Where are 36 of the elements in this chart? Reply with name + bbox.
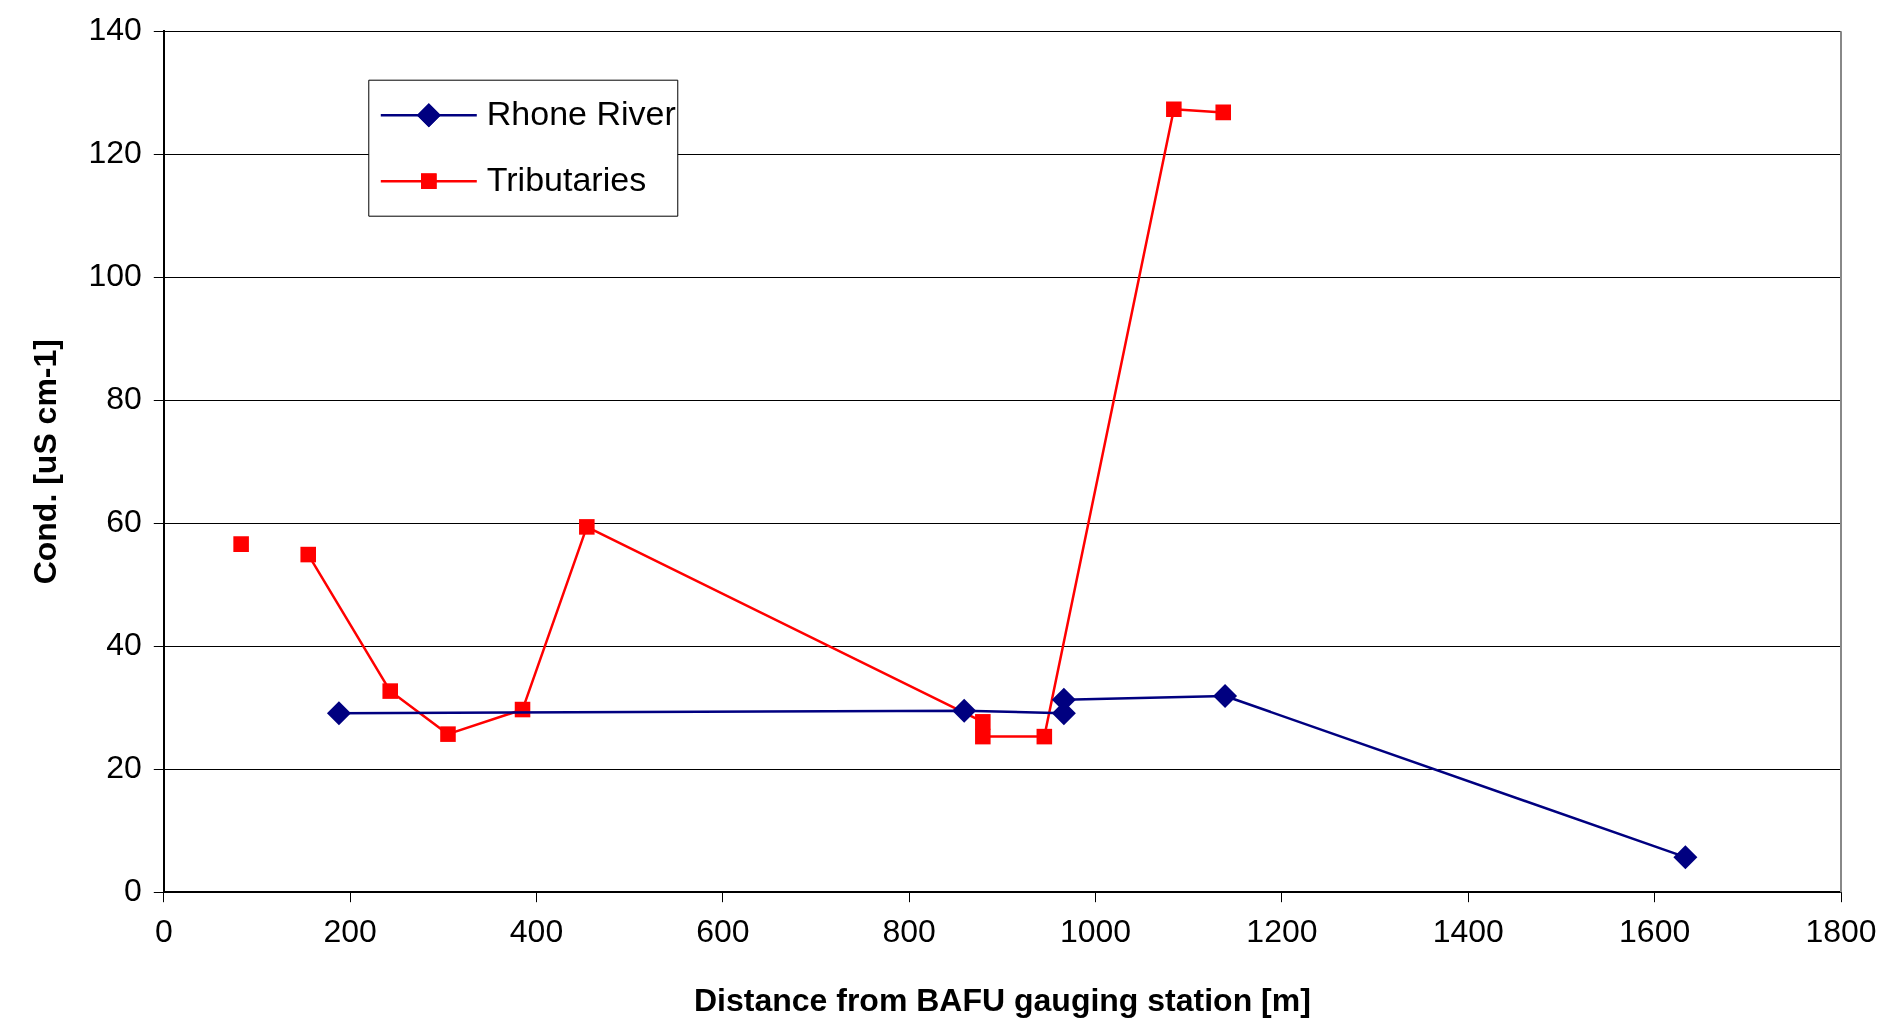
point	[326, 701, 351, 726]
legend-label: Tributaries	[486, 159, 647, 198]
y-tick-label: 140	[88, 11, 142, 48]
point	[1215, 104, 1232, 121]
x-tick-label: 400	[509, 913, 564, 950]
y-tick-label: 100	[88, 257, 142, 294]
point	[300, 546, 316, 563]
point	[1166, 101, 1182, 118]
legend-label: Rhone River	[486, 93, 676, 132]
y-tick-label: 0	[123, 872, 142, 909]
point	[952, 698, 977, 723]
point	[382, 683, 398, 699]
point	[1036, 728, 1053, 745]
y-tick-label: 20	[106, 749, 142, 786]
x-tick-label: 600	[696, 913, 750, 950]
point	[975, 714, 991, 730]
x-tick-label: 0	[154, 913, 173, 950]
x-tick-label: 1200	[1246, 913, 1318, 950]
y-axis-title: Cond. [uS cm-1]	[27, 339, 64, 585]
point	[1673, 845, 1698, 870]
point	[440, 726, 456, 742]
x-tick-label: 1400	[1432, 913, 1504, 950]
y-tick-label: 120	[88, 134, 142, 171]
y-tick-label: 60	[106, 503, 142, 540]
x-tick-label: 200	[323, 913, 377, 950]
y-tick-label: 40	[106, 626, 142, 663]
point	[975, 728, 991, 745]
x-tick-label: 1800	[1805, 913, 1877, 950]
x-axis-title: Distance from BAFU gauging station [m]	[693, 981, 1311, 1018]
point	[1213, 684, 1238, 709]
x-tick-label: 1600	[1619, 913, 1691, 950]
y-tick-label: 80	[106, 380, 142, 417]
point	[579, 519, 595, 535]
point	[233, 536, 249, 552]
x-tick-label: 1000	[1059, 913, 1132, 950]
x-tick-label: 800	[882, 913, 936, 950]
